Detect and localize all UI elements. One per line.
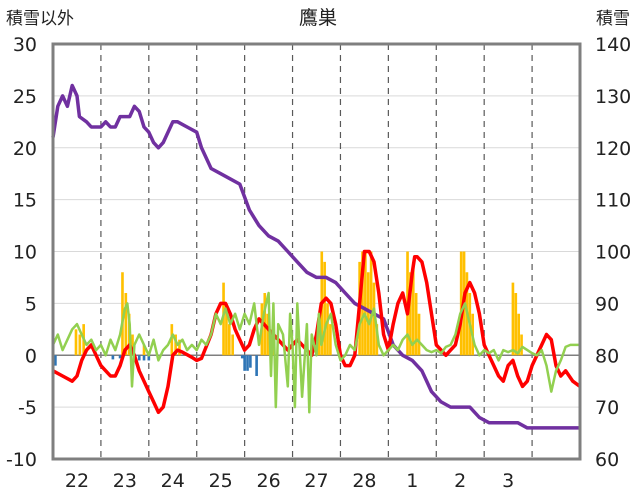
y-right-tick-8: 60 xyxy=(595,449,619,471)
bar-54 xyxy=(246,355,249,371)
bar-17 xyxy=(266,313,269,356)
bar-52 xyxy=(240,355,244,359)
bar-44 xyxy=(517,313,520,356)
y-left-tick-3: 15 xyxy=(13,190,37,212)
bar-42 xyxy=(511,282,515,356)
x-axis: 22 23 24 25 26 27 28 1 2 3 xyxy=(65,470,514,492)
bar-9 xyxy=(174,334,177,356)
bar-51 xyxy=(147,355,151,361)
x-tick-2: 24 xyxy=(161,470,185,492)
bar-7 xyxy=(142,344,146,356)
grid-lines xyxy=(53,44,580,459)
bar-29 xyxy=(369,251,373,356)
bar-23 xyxy=(326,303,329,356)
y-left-tick-2: 20 xyxy=(13,138,37,160)
bar-46 xyxy=(54,355,57,366)
bar-3 xyxy=(121,272,124,356)
series-line-2 xyxy=(51,291,580,414)
chart-title: 鷹巣 xyxy=(299,7,337,29)
x-tick-6: 28 xyxy=(352,470,376,492)
bar-28 xyxy=(366,272,370,356)
bar-36 xyxy=(417,313,421,356)
bar-27 xyxy=(364,251,367,356)
x-tick-7: 1 xyxy=(406,470,418,492)
series-line-0 xyxy=(51,83,580,430)
bar-49 xyxy=(137,355,141,361)
y-right-tick-3: 110 xyxy=(595,190,631,212)
bar-0 xyxy=(74,329,78,356)
y-left-tick-6: 0 xyxy=(25,345,37,367)
bar-4 xyxy=(124,293,128,356)
y-axis-left-label: 積雪以外 xyxy=(6,9,74,29)
y-axis-right: 140 130 120 110 100 90 80 70 60 xyxy=(595,34,631,471)
y-axis-left: 30 25 20 15 10 5 0 -5 -10 xyxy=(6,34,37,471)
bar-20 xyxy=(317,324,321,356)
bar-43 xyxy=(514,293,518,356)
bar-22 xyxy=(323,261,326,356)
bar-14 xyxy=(231,334,234,356)
bar-10 xyxy=(178,339,181,356)
bar-45 xyxy=(520,334,523,356)
x-tick-0: 22 xyxy=(65,470,89,492)
x-tick-8: 2 xyxy=(454,470,466,492)
y-left-tick-5: 5 xyxy=(25,293,37,315)
bar-37 xyxy=(459,251,463,356)
bar-55 xyxy=(249,355,252,368)
y-axis-right-label: 積雪 xyxy=(596,9,630,29)
bar-56 xyxy=(255,355,258,376)
x-tick-4: 26 xyxy=(256,470,280,492)
bar-33 xyxy=(409,272,412,356)
y-right-tick-7: 70 xyxy=(595,397,619,419)
y-left-tick-1: 25 xyxy=(13,86,37,108)
x-tick-9: 3 xyxy=(502,470,514,492)
x-tick-1: 23 xyxy=(113,470,137,492)
series-lines xyxy=(51,83,582,430)
bar-47 xyxy=(111,355,115,360)
x-tick-3: 25 xyxy=(209,470,233,492)
y-left-tick-7: -5 xyxy=(18,397,37,419)
bar-30 xyxy=(372,282,376,356)
bar-26 xyxy=(361,251,364,356)
y-left-tick-4: 10 xyxy=(13,242,37,264)
y-right-tick-1: 130 xyxy=(595,86,631,108)
x-tick-5: 27 xyxy=(304,470,328,492)
y-right-tick-6: 80 xyxy=(595,345,619,367)
bar-53 xyxy=(243,355,246,371)
bar-48 xyxy=(118,355,122,359)
y-right-tick-5: 90 xyxy=(595,293,619,315)
y-left-tick-0: 30 xyxy=(13,34,37,56)
bar-13 xyxy=(227,324,231,356)
y-right-tick-4: 100 xyxy=(595,242,631,264)
bar-12 xyxy=(225,303,228,356)
bar-6 xyxy=(131,334,134,356)
bar-50 xyxy=(142,355,146,361)
y-left-tick-8: -10 xyxy=(6,449,37,471)
bar-35 xyxy=(414,293,418,356)
plot-frame xyxy=(51,42,582,461)
bar-34 xyxy=(411,261,415,356)
bar-24 xyxy=(329,324,332,356)
bar-8 xyxy=(170,324,174,356)
series-line-1 xyxy=(52,249,582,415)
y-right-tick-0: 140 xyxy=(595,34,631,56)
bar-1 xyxy=(78,334,82,356)
y-right-tick-2: 120 xyxy=(595,138,631,160)
